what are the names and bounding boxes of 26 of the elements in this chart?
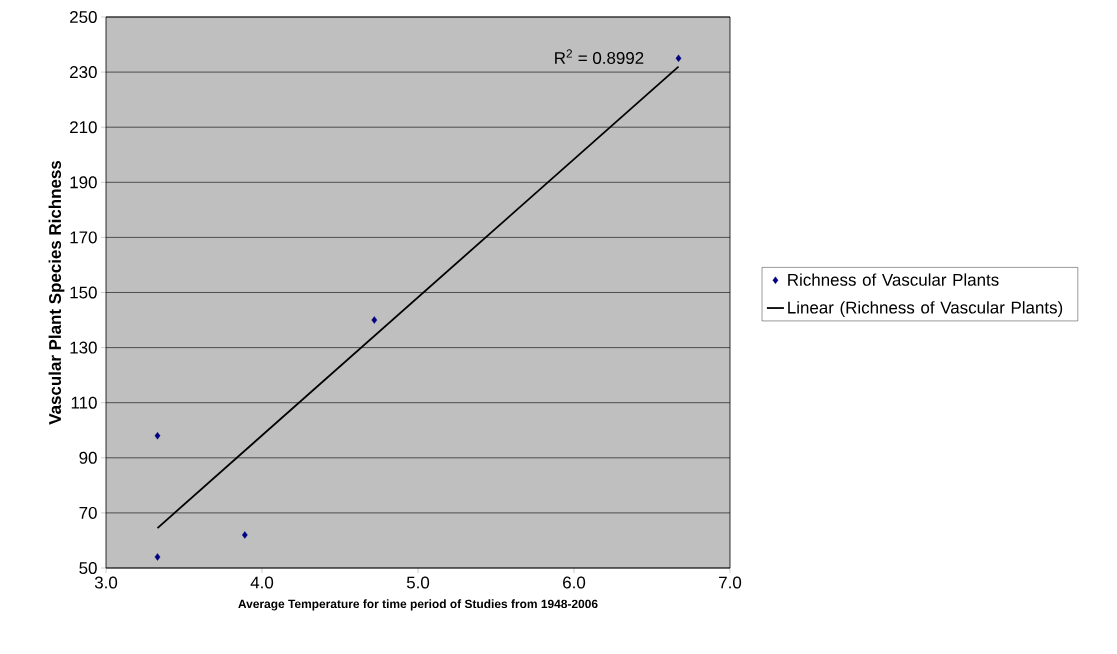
- y-tick-label: 250: [70, 11, 97, 23]
- point: [154, 432, 161, 440]
- y-tick-label: 130: [70, 341, 97, 354]
- x-tick-label: 3.0: [94, 576, 118, 589]
- y-tick-label: 150: [70, 286, 97, 299]
- x-tick-label: 7.0: [719, 576, 742, 589]
- point: [242, 531, 248, 539]
- y-tick-label: 170: [70, 231, 97, 244]
- y-tick-label: 110: [71, 396, 97, 409]
- x-tick-label: 6.0: [563, 576, 586, 589]
- y-tick-label: 50: [79, 562, 97, 574]
- point: [675, 54, 682, 63]
- y-tick-label: 90: [79, 451, 97, 464]
- x-tick-label: 4.0: [250, 576, 274, 589]
- y-tick-label: 70: [79, 506, 97, 519]
- point: [154, 553, 161, 561]
- x-tick-label: 5.0: [406, 576, 430, 589]
- legend-label: Richness of Vascular Plants: [788, 273, 999, 286]
- y-axis-title: Vascular Plant Species Richness: [48, 160, 65, 425]
- y-tick-label: 190: [70, 176, 97, 189]
- x-axis-title: Average Temperature for time period of Studies from 1948-2006: [238, 599, 598, 611]
- y-tick-label: 210: [70, 121, 97, 134]
- point: [371, 316, 378, 324]
- annotation: R$^{2}$ = 0.8992: [555, 49, 644, 64]
- y-tick-label: 230: [70, 66, 97, 79]
- legend-label: Linear (Richness of Vascular Plants): [788, 301, 1063, 317]
